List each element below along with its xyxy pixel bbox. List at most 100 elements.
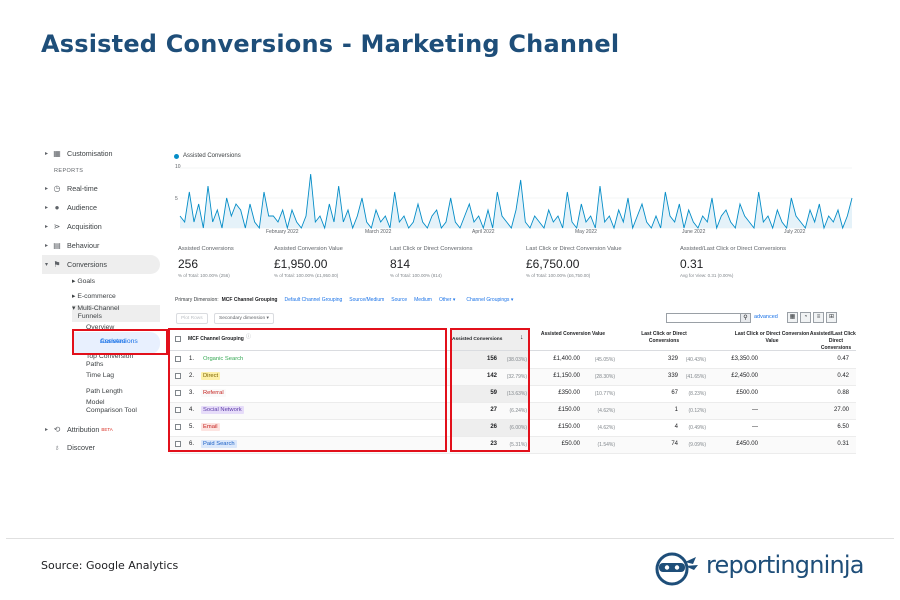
chart-legend: Assisted Conversions bbox=[174, 153, 241, 159]
header-last-click-conversions[interactable]: Last Click or Direct Conversions bbox=[641, 331, 687, 344]
cell-value: £1,400.00 bbox=[553, 356, 580, 362]
row-checkbox[interactable] bbox=[175, 441, 181, 447]
sidebar-item-goals[interactable]: ▸ Goals bbox=[72, 278, 96, 285]
cell-value: £50.00 bbox=[561, 441, 580, 447]
dimension-other-dropdown[interactable]: Other ▾ bbox=[438, 297, 456, 303]
sidebar-item-discover[interactable]: ♁ Discover bbox=[42, 438, 160, 454]
channel-link[interactable]: Paid Search bbox=[201, 440, 237, 448]
dimension-mcf-channel-grouping[interactable]: MCF Channel Grouping bbox=[221, 297, 278, 303]
chevron-right-icon: ▸ bbox=[44, 427, 48, 433]
channel-link[interactable]: Email bbox=[201, 423, 220, 431]
cell-percentage: (45.05%) bbox=[594, 357, 615, 363]
chevron-right-icon: ▸ bbox=[44, 205, 48, 211]
row-checkbox[interactable] bbox=[175, 356, 181, 362]
grid-icon: ▦ bbox=[53, 149, 61, 158]
sorted-column-background bbox=[452, 328, 530, 453]
sidebar-item-acquisition[interactable]: ▸ ⋗ Acquisition bbox=[42, 217, 160, 236]
sidebar-item-multi-channel-funnels[interactable]: ▾ Multi-Channel Funnels bbox=[72, 305, 160, 322]
sidebar-item-attribution[interactable]: ▸ ⟲ Attribution BETA bbox=[42, 420, 160, 439]
channel-groupings-dropdown[interactable]: Channel Groupings ▾ bbox=[466, 297, 514, 303]
cell-percentage: (0.12%) bbox=[688, 408, 706, 414]
cell-assisted: 59 bbox=[490, 390, 497, 396]
sidebar-item-realtime[interactable]: ▸ ◷ Real-time bbox=[42, 179, 160, 198]
sidebar-item-time-lag[interactable]: Time Lag bbox=[86, 372, 115, 379]
header-last-click-value[interactable]: Last Click or Direct Conversion Value bbox=[734, 331, 810, 344]
sidebar-item-top-conversion-paths[interactable]: Top Conversion Paths bbox=[86, 353, 134, 368]
sidebar: ▸ ▦ Customisation REPORTS ▸ ◷ Real-time … bbox=[42, 146, 162, 454]
plot-rows-button[interactable]: Plot Rows bbox=[176, 313, 208, 324]
channel-link[interactable]: Referral bbox=[201, 389, 226, 397]
table-row[interactable]: Referral 3. 59 (13.63%) £350.00 (10.77%) 67 (8.… bbox=[170, 386, 856, 403]
row-checkbox[interactable] bbox=[175, 373, 181, 379]
sidebar-item-audience[interactable]: ▸ ● Audience bbox=[42, 198, 160, 217]
table-row[interactable]: Organic Search 1. 156 (38.03%) £1,400.00 (45.… bbox=[170, 352, 856, 369]
dimension-default-channel-grouping[interactable]: Default Channel Grouping bbox=[284, 297, 343, 303]
channel-link[interactable]: Organic Search bbox=[201, 355, 246, 363]
sidebar-item-ecommerce[interactable]: ▸ E-commerce bbox=[72, 293, 116, 300]
performance-view-icon[interactable]: ≡ bbox=[813, 312, 824, 323]
cell-ratio: 0.88 bbox=[837, 390, 849, 396]
advanced-filter-link[interactable]: advanced bbox=[754, 314, 778, 320]
x-tick-month: June 2022 bbox=[682, 229, 706, 235]
cell-percentage: (38.03%) bbox=[506, 357, 527, 363]
dimension-source-medium[interactable]: Source/Medium bbox=[349, 297, 385, 303]
sidebar-item-behaviour[interactable]: ▸ ▤ Behaviour bbox=[42, 236, 160, 255]
footer-divider bbox=[6, 538, 894, 539]
table-view-icon[interactable]: ▦ bbox=[787, 312, 798, 323]
row-checkbox[interactable] bbox=[175, 424, 181, 430]
y-tick-max: 10 bbox=[175, 164, 181, 170]
cell-idx: 5. bbox=[189, 424, 195, 430]
cell-percentage: (4.62%) bbox=[597, 425, 615, 431]
channel-link[interactable]: Social Network bbox=[201, 406, 244, 414]
cell-idx: 2. bbox=[189, 373, 195, 379]
cell-percentage: (9.09%) bbox=[688, 442, 706, 448]
table-search-input[interactable] bbox=[666, 313, 750, 323]
pie-view-icon[interactable]: ◔ bbox=[800, 312, 811, 323]
sidebar-item-conversions[interactable]: ▾ ⚑ Conversions bbox=[42, 255, 160, 274]
dimension-medium[interactable]: Medium bbox=[414, 297, 432, 303]
row-checkbox[interactable] bbox=[175, 390, 181, 396]
chevron-right-icon: ▸ bbox=[44, 243, 48, 249]
sidebar-item-assisted-conversions[interactable]: Assisted Conversions bbox=[72, 332, 160, 354]
help-icon: ⓘ bbox=[246, 334, 252, 340]
sidebar-item-model-comparison-tool[interactable]: Model Comparison Tool bbox=[86, 399, 137, 414]
header-assisted-conversions[interactable]: Assisted Conversions bbox=[452, 337, 503, 342]
search-icon[interactable]: ⚲ bbox=[740, 313, 751, 323]
sidebar-item-customisation[interactable]: ▸ ▦ Customisation bbox=[42, 146, 160, 163]
sort-desc-icon[interactable]: ↓ bbox=[520, 334, 524, 341]
assisted-conversions-chart bbox=[179, 167, 853, 230]
cell-percentage: (13.63%) bbox=[506, 391, 527, 397]
sidebar-item-overview[interactable]: Overview bbox=[86, 324, 115, 331]
table-row[interactable]: Paid Search 6. 23 (5.31%) £50.00 (1.54%) 74 (9.… bbox=[170, 437, 856, 454]
cell-assisted: 27 bbox=[490, 407, 497, 413]
cell-idx: 3. bbox=[189, 390, 195, 396]
cell-percentage: (10.77%) bbox=[594, 391, 615, 397]
sidebar-item-path-length[interactable]: Path Length bbox=[86, 388, 123, 395]
cell-last: 67 bbox=[671, 390, 678, 396]
cell-percentage: (32.79%) bbox=[506, 374, 527, 380]
source-note: Source: Google Analytics bbox=[41, 559, 179, 572]
cell-percentage: (41.65%) bbox=[685, 374, 706, 380]
dimension-source[interactable]: Source bbox=[391, 297, 408, 303]
secondary-dimension-dropdown[interactable]: Secondary dimension ▾ bbox=[214, 313, 274, 324]
channel-link[interactable]: Direct bbox=[201, 372, 221, 380]
header-assisted-conversion-value[interactable]: Assisted Conversion Value bbox=[540, 331, 606, 337]
comparison-view-icon[interactable]: ⊞ bbox=[826, 312, 837, 323]
cell-value: £150.00 bbox=[558, 407, 580, 413]
clock-icon: ◷ bbox=[53, 184, 61, 193]
table-row[interactable]: Email 5. 26 (6.00%) £150.00 (4.62%) 4 (0.49%) — 6… bbox=[170, 420, 856, 437]
person-icon: ● bbox=[54, 203, 60, 212]
cell-ratio: 27.00 bbox=[833, 407, 849, 413]
primary-dimension-bar: Primary Dimension: MCF Channel Grouping … bbox=[175, 297, 514, 303]
cell-percentage: (1.54%) bbox=[597, 442, 615, 448]
metric-assisted-conversion-value: Assisted Conversion Value £1,950.00 % of… bbox=[274, 246, 343, 278]
flag-icon: ⚑ bbox=[53, 260, 61, 269]
select-all-checkbox[interactable] bbox=[175, 336, 181, 342]
cell-percentage: (5.31%) bbox=[509, 442, 527, 448]
row-checkbox[interactable] bbox=[175, 407, 181, 413]
beta-badge: BETA bbox=[101, 427, 113, 432]
header-channel-grouping[interactable]: MCF Channel Grouping bbox=[188, 336, 244, 342]
table-row[interactable]: Social Network 4. 27 (6.24%) £150.00 (4.62%) 1… bbox=[170, 403, 856, 420]
table-row[interactable]: Direct 2. 142 (32.79%) £1,150.00 (28.30%) 339 (… bbox=[170, 369, 856, 386]
